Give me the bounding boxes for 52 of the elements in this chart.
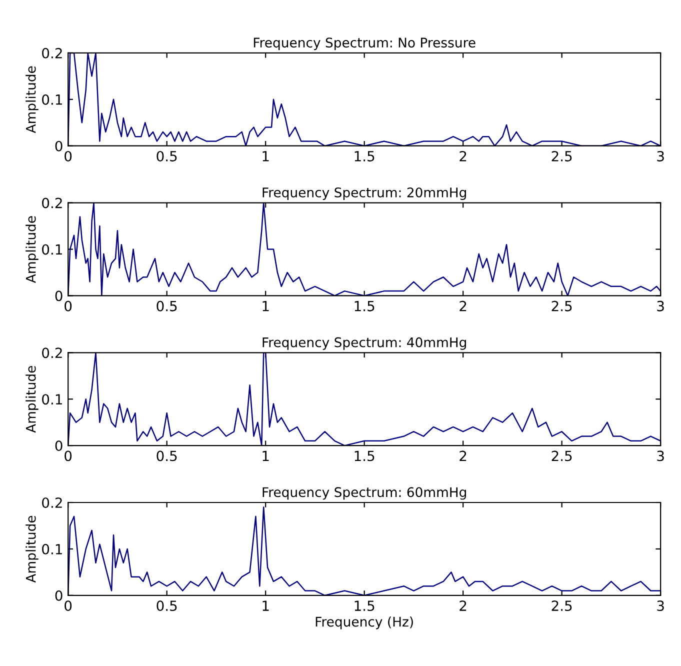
y-tick-label: 0.1 [42,94,62,105]
x-tick-label: 1 [262,151,269,162]
y-axis-title: Amplitude [26,366,38,433]
x-tick-label: 2 [460,300,466,312]
y-tick-label: 0 [55,290,62,302]
y-tick-label: 0.2 [42,348,62,358]
y-tick-label: 0.2 [42,497,62,508]
y-tick-label: 0.2 [42,48,62,58]
x-tick-label: 1.5 [354,300,374,312]
x-tick-label: 2 [460,600,466,611]
x-tick-label: 1 [262,450,269,461]
x-tick-label: 0 [64,150,72,162]
y-axis-title: Amplitude [26,216,38,283]
x-tick-label: 1.5 [354,600,374,612]
y-tick-label: 0 [55,590,62,601]
y-tick-label: 0.2 [42,198,62,208]
x-tick-label: 1.5 [354,151,374,162]
x-tick-label: 2 [460,150,466,162]
x-tick-label: 1 [262,600,269,611]
x-tick-label: 3 [657,150,664,162]
x-tick-label: 0 [64,600,72,612]
x-tick-label: 0.5 [156,150,177,162]
x-tick-label: 0.5 [156,600,177,612]
chart-title: Frequency Spectrum: 20mmHg [262,187,466,200]
x-tick-label: 3 [657,300,664,312]
x-tick-label: 1 [262,300,269,312]
x-tick-label: 1.5 [354,450,374,462]
x-tick-label: 0.5 [156,450,177,462]
line-series [68,352,661,446]
x-tick-label: 0.5 [156,300,177,312]
x-tick-label: 2 [460,450,466,461]
x-tick-label: 0 [64,450,72,462]
line-series [68,52,661,146]
y-axis-title: Amplitude [26,66,38,134]
chart-title: Frequency Spectrum: No Pressure [254,38,476,50]
y-tick-label: 0.1 [42,544,62,554]
chart-title: Frequency Spectrum: 60mmHg [262,487,466,500]
y-tick-label: 0 [55,140,62,152]
x-tick-label: 2.5 [552,450,572,462]
y-tick-label: 0.1 [42,244,62,255]
x-tick-label: 2.5 [552,150,572,162]
x-tick-label: 0 [64,300,72,312]
x-tick-label: 3 [657,600,664,612]
chart-title: Frequency Spectrum: 40mmHg [262,337,466,350]
y-axis-title: Amplitude [26,516,38,583]
x-tick-label: 2.5 [552,300,572,312]
y-tick-label: 0 [55,440,62,452]
line-series [68,202,661,296]
y-tick-label: 0.1 [42,394,62,405]
x-tick-label: 2.5 [552,600,572,612]
x-axis-title: Frequency (Hz) [316,616,413,630]
x-tick-label: 3 [657,450,664,462]
